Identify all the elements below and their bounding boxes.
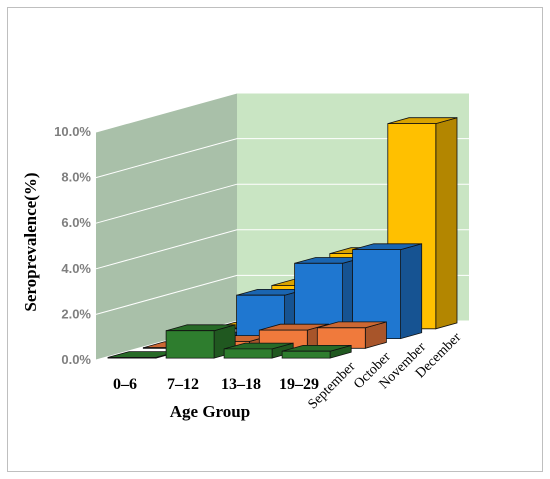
x-tick-labels: 0–6 7–12 13–18 19–29 [113, 376, 319, 393]
x-axis-label: Age Group [170, 402, 250, 421]
x-tick-label: 0–6 [113, 376, 137, 393]
bar [223, 342, 294, 359]
y-tick-label: 4.0% [61, 261, 91, 276]
y-tick-label: 10.0% [54, 124, 91, 139]
y-tick-label: 0.0% [61, 352, 91, 367]
side-wall [96, 93, 237, 360]
y-tick-label: 6.0% [61, 215, 91, 230]
bar [165, 324, 236, 359]
x-tick-label: 19–29 [279, 376, 319, 393]
bar [281, 344, 352, 359]
y-tick-label: 8.0% [61, 170, 91, 185]
bar [316, 321, 387, 349]
y-tick-labels: 0.0% 2.0% 4.0% 6.0% 8.0% 10.0% [54, 124, 91, 367]
bar [352, 243, 423, 340]
x-tick-label: 7–12 [167, 376, 199, 393]
bars [107, 117, 458, 359]
x-tick-label: 13–18 [221, 376, 261, 393]
y-axis-label: Seroprevalence(%) [21, 172, 40, 311]
y-tick-label: 2.0% [61, 306, 91, 321]
gridline [95, 92, 469, 133]
